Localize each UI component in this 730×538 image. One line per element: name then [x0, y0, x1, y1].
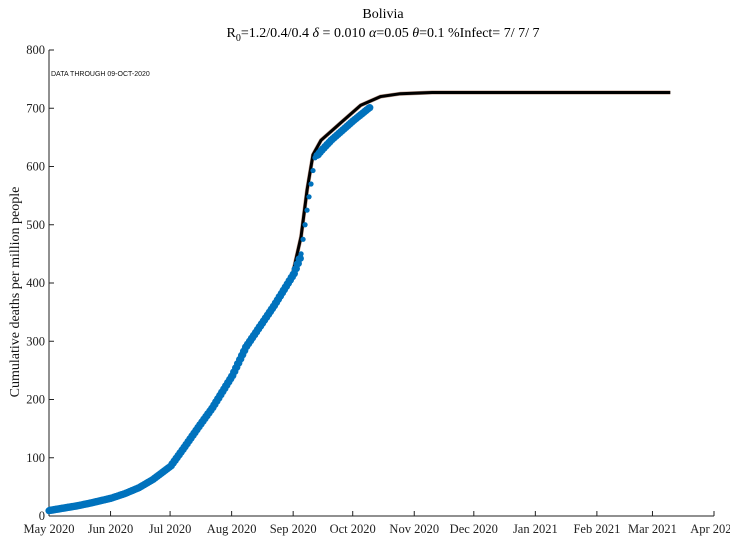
y-tick-label: 600 [26, 160, 45, 174]
subtitle-r0-sub: 0 [236, 33, 241, 44]
y-tick-label: 0 [39, 509, 45, 523]
x-tick-label: Oct 2020 [330, 522, 376, 536]
observed-point [300, 236, 306, 242]
x-axis-ticks: May 2020 Jun 2020 Jul 2020 Aug 2020 Sep 2020… [23, 511, 730, 536]
chart-subtitle: R0=1.2/0.4/0.4 δ = 0.010 α=0.05 θ=0.1 %I… [227, 26, 540, 44]
x-tick-label: Dec 2020 [450, 522, 498, 536]
observed-point [366, 104, 374, 112]
plot-area: 0 100 200 300 400 500 600 700 800 May 2020 Jun 20… [23, 43, 730, 536]
x-tick-label: Sep 2020 [270, 522, 317, 536]
subtitle-delta-rest: = 0.010 [319, 26, 369, 41]
y-tick-label: 200 [26, 393, 45, 407]
observed-point [308, 181, 314, 187]
y-tick-label: 700 [26, 101, 45, 115]
model-curve [291, 91, 671, 272]
y-axis-label: Cumulative deaths per million people [8, 187, 23, 398]
x-tick-label: Jul 2020 [149, 522, 192, 536]
x-tick-label: Feb 2021 [573, 522, 620, 536]
series-layer [45, 90, 671, 515]
y-tick-label: 300 [26, 334, 45, 348]
y-tick-label: 100 [26, 451, 45, 465]
y-tick-label: 500 [26, 218, 45, 232]
observed-point [310, 167, 316, 174]
subtitle-alpha-symbol: α [369, 26, 377, 41]
chart-title: Bolivia [362, 7, 404, 22]
subtitle-delta-symbol: δ [313, 26, 320, 41]
x-tick-label: Nov 2020 [389, 522, 439, 536]
subtitle-alpha-rest: =0.05 [376, 26, 412, 41]
x-tick-label: Jun 2020 [88, 522, 134, 536]
x-tick-label: Mar 2021 [628, 522, 677, 536]
y-tick-label: 400 [26, 276, 45, 290]
data-through-note: DATA THROUGH 09-OCT-2020 [51, 71, 150, 78]
subtitle-r0-rest: =1.2/0.4/0.4 [241, 26, 313, 41]
observed-point [302, 222, 308, 228]
observed-point [304, 207, 310, 213]
subtitle-theta-rest: =0.1 %Infect= 7/ 7/ 7 [419, 26, 539, 41]
x-tick-label: Apr 2021 [690, 522, 730, 536]
observed-point [306, 194, 312, 200]
y-tick-label: 800 [26, 43, 45, 57]
observed-point [296, 254, 304, 262]
subtitle-r0-base: R [227, 26, 237, 41]
subtitle-theta-symbol: θ [412, 26, 419, 41]
y-axis-ticks: 0 100 200 300 400 500 600 700 800 [26, 43, 54, 523]
x-tick-label: Aug 2020 [207, 522, 257, 536]
x-tick-label: Jan 2021 [513, 522, 558, 536]
observed-point [298, 251, 304, 257]
x-tick-label: May 2020 [23, 522, 74, 536]
